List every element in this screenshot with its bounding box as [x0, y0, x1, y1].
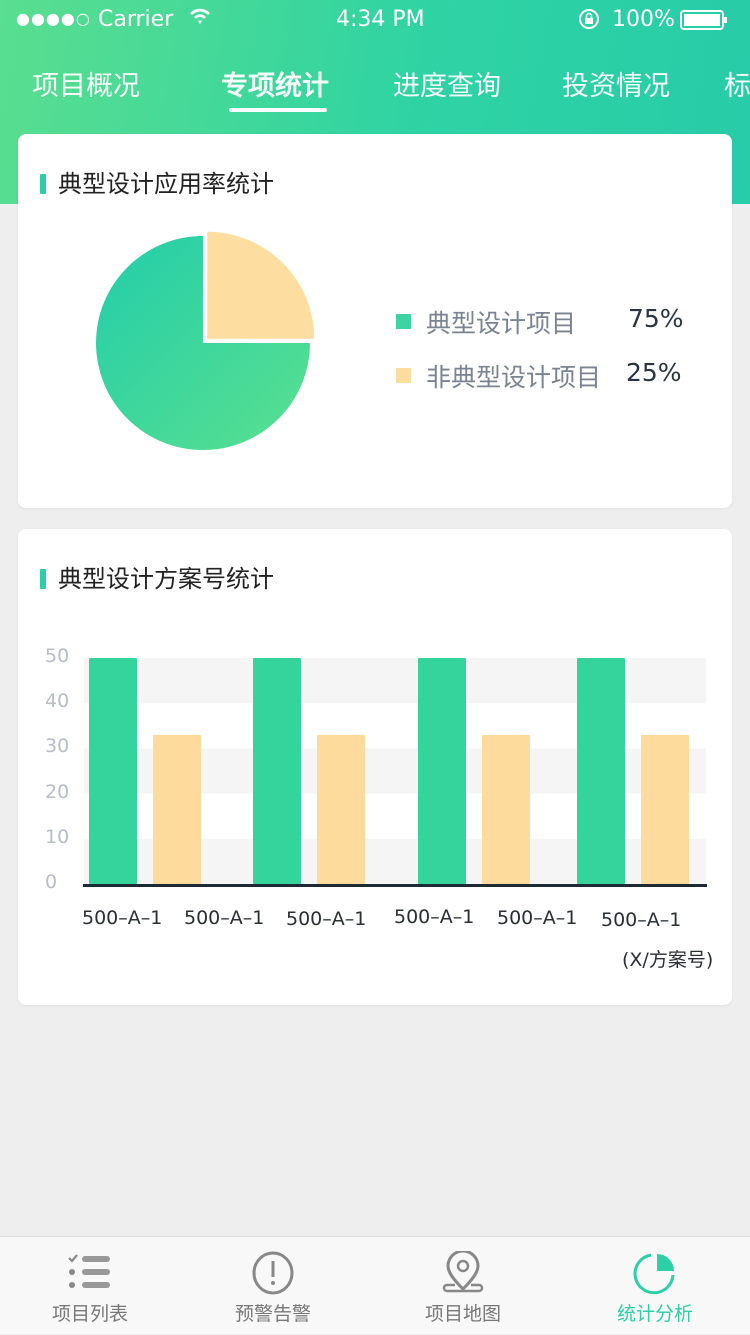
bottom-tab-bar: 项目列表 预警告警 项目地图 统计分析	[0, 1236, 750, 1334]
tabbar-label: 项目列表	[51, 1303, 128, 1325]
carrier: Carrier	[98, 7, 174, 32]
bar-typical[interactable]	[253, 658, 301, 884]
bar-nontypical[interactable]	[153, 734, 201, 884]
tabbar-item-project-list[interactable]: 项目列表	[0, 1237, 180, 1335]
x-tick-label: 500–A–1	[497, 907, 578, 929]
status-bar: ●●●●○ Carrier 4:34 PM 100%	[0, 0, 750, 40]
signal-icon: ●●●●○	[16, 9, 91, 28]
y-tick-label: 40	[45, 690, 70, 713]
pie-chart	[96, 231, 315, 450]
active-tab-indicator	[229, 108, 327, 112]
x-tick-label: 500–A–1	[184, 907, 265, 929]
tabbar-label: 项目地图	[424, 1303, 501, 1325]
legend-label: 非典型设计项目	[426, 363, 602, 392]
map-pin-icon	[442, 1251, 484, 1293]
tab-more[interactable]: 标	[724, 71, 750, 102]
x-tick-label: 500–A–1	[82, 907, 163, 929]
bar-typical[interactable]	[89, 658, 137, 884]
bar-chart	[83, 658, 707, 887]
time: 4:34 PM	[336, 7, 425, 32]
tab-special-stats[interactable]: 专项统计	[221, 71, 329, 102]
legend-value: 25%	[626, 358, 682, 387]
legend-label: 典型设计项目	[426, 309, 577, 338]
legend-swatch	[396, 314, 411, 329]
tabbar-label: 预警告警	[234, 1303, 311, 1325]
x-tick-label: 500–A–1	[601, 909, 682, 931]
tabbar-item-alerts[interactable]: 预警告警	[183, 1237, 363, 1335]
pie-card: 典型设计应用率统计 典型设计项目 75% 非典型设计项目 25%	[18, 134, 732, 508]
tabbar-item-stats-analysis[interactable]: 统计分析	[565, 1237, 745, 1335]
legend-item-nontypical: 非典型设计项目 25%	[396, 358, 696, 392]
tab-investment[interactable]: 投资情况	[562, 71, 670, 102]
x-tick-label: 500–A–1	[394, 906, 475, 928]
pie-slice-typical[interactable]	[96, 236, 310, 450]
title-accent	[40, 174, 46, 194]
bar-nontypical[interactable]	[317, 734, 365, 884]
legend-swatch	[396, 368, 411, 383]
bar-typical[interactable]	[418, 658, 466, 884]
bar-card-title-text: 典型设计方案号统计	[58, 565, 274, 593]
wifi-icon	[188, 4, 212, 34]
pie-chart-icon	[633, 1253, 675, 1295]
battery-percent: 100%	[612, 7, 675, 32]
rotation-lock-icon	[578, 8, 600, 36]
legend-value: 75%	[628, 304, 684, 333]
y-tick-label: 0	[45, 871, 58, 893]
battery-icon	[680, 10, 728, 36]
x-axis-line	[83, 884, 707, 887]
tabbar-item-project-map[interactable]: 项目地图	[373, 1237, 553, 1335]
y-tick-label: 20	[45, 780, 70, 803]
bar-nontypical[interactable]	[482, 734, 530, 884]
bar-card: 典型设计方案号统计 50 40 30 20 10 0 500–A–1 500–A–1 50…	[18, 529, 732, 1005]
bar-card-title: 典型设计方案号统计	[40, 559, 274, 594]
y-tick-label: 10	[45, 825, 70, 848]
x-tick-label: 500–A–1	[286, 908, 367, 930]
pie-card-title-text: 典型设计应用率统计	[58, 170, 274, 198]
top-tabs: 项目概况 专项统计 进度查询 投资情况 标	[0, 64, 750, 114]
tab-progress-query[interactable]: 进度查询	[393, 71, 501, 102]
pie-card-title: 典型设计应用率统计	[40, 164, 274, 199]
y-tick-label: 30	[45, 735, 70, 758]
bar-nontypical[interactable]	[641, 734, 689, 884]
tab-project-overview[interactable]: 项目概况	[32, 71, 140, 102]
pie-slice-nontypical[interactable]	[207, 231, 315, 339]
list-icon	[68, 1254, 110, 1288]
tabbar-label: 统计分析	[616, 1303, 693, 1325]
alert-icon	[252, 1251, 294, 1295]
y-tick-label: 50	[45, 645, 70, 667]
title-accent	[40, 569, 46, 589]
legend-item-typical: 典型设计项目 75%	[396, 304, 696, 338]
x-axis-unit: (X/方案号)	[622, 949, 714, 971]
bar-typical[interactable]	[577, 658, 625, 884]
